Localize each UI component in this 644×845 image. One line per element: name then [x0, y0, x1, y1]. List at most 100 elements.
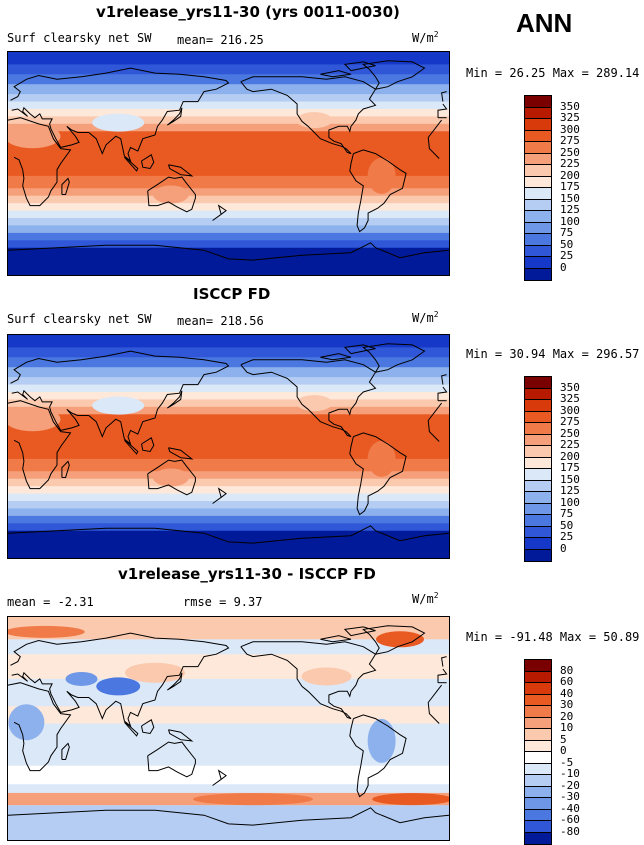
colorbar-level-label: 150: [560, 191, 580, 205]
field-anomaly-patch: [8, 124, 61, 149]
latitude-band: [8, 218, 449, 226]
colorbar-level-label: -80: [560, 824, 580, 838]
field-anomaly-patch: [96, 677, 141, 696]
colorbar-swatch: [525, 176, 551, 188]
latitude-band: [8, 347, 449, 358]
latitude-band: [8, 391, 449, 400]
field-anomaly-patch: [376, 631, 424, 648]
colorbar-swatch: [525, 153, 551, 165]
coastline: [427, 684, 442, 703]
panel-1-map-svg: [8, 52, 449, 275]
colorbar-swatch: [525, 199, 551, 211]
coastline: [8, 400, 72, 490]
colorbar-swatch: [525, 222, 551, 234]
coastline: [349, 149, 407, 233]
latitude-band: [8, 101, 449, 110]
coastline: [141, 437, 155, 453]
coastline: [61, 177, 70, 195]
colorbar-swatch: [525, 130, 551, 142]
colorbar-level-label: 150: [560, 472, 580, 486]
colorbar-level-label: 0: [560, 541, 567, 555]
panel-2-title: ISCCP FD: [193, 285, 271, 303]
panel-3-minmax: Min = -91.48 Max = 50.89: [466, 630, 640, 644]
panel-3-title: v1release_yrs11-30 - ISCCP FD: [118, 565, 376, 583]
latitude-band: [8, 523, 449, 532]
coastline: [441, 374, 447, 385]
colorbar-level-label: 50: [560, 518, 574, 532]
coastline: [166, 107, 183, 126]
colorbar-level-label: 50: [560, 237, 574, 251]
latitude-band: [8, 123, 449, 132]
coastline: [147, 176, 196, 213]
colorbar-swatch: [525, 683, 551, 695]
colorbar-level-label: 60: [560, 675, 574, 688]
latitude-band: [8, 225, 449, 234]
coastline: [141, 154, 155, 170]
colorbar-swatch: [525, 234, 551, 246]
coastline: [240, 359, 377, 438]
colorbar-swatch: [525, 469, 551, 481]
colorbar-swatch: [525, 775, 551, 787]
latitude-band: [8, 805, 449, 840]
colorbar-level-label: 250: [560, 145, 580, 159]
colorbar-level-label: 5: [560, 732, 567, 746]
latitude-band: [8, 384, 449, 393]
coastline: [437, 386, 448, 401]
colorbar-level-label: 350: [560, 380, 580, 394]
coastline: [437, 668, 448, 683]
coastline: [212, 204, 227, 221]
colorbar-swatch: [525, 142, 551, 154]
colorbar-level-label: 125: [560, 484, 580, 497]
coastline: [166, 390, 183, 409]
coastline: [427, 119, 442, 138]
latitude-band: [8, 508, 449, 517]
latitude-band: [8, 240, 449, 249]
coastline: [320, 70, 352, 78]
coastline: [427, 402, 442, 421]
latitude-band: [8, 471, 449, 480]
panel-2-minmax: Min = 30.94 Max = 296.57: [466, 347, 640, 361]
latitude-band: [8, 530, 449, 558]
latitude-band: [8, 175, 449, 189]
coastline: [240, 76, 377, 155]
latitude-band: [8, 210, 449, 219]
panel-2-map-svg: [8, 335, 449, 558]
colorbar-swatch: [525, 538, 551, 550]
coastline: [124, 156, 139, 172]
panel-1-minmax: Min = 26.25 Max = 289.14: [466, 66, 640, 80]
colorbar-level-label: 275: [560, 134, 580, 147]
latitude-band: [8, 617, 449, 640]
colorbar-level-label: 25: [560, 530, 574, 543]
latitude-band: [8, 515, 449, 524]
colorbar-swatch: [525, 503, 551, 515]
coastline: [427, 702, 440, 724]
colorbar-swatch: [525, 480, 551, 492]
coastline: [61, 460, 70, 478]
colorbar-swatch: [525, 786, 551, 798]
field-anomaly-patch: [193, 793, 313, 806]
colorbar-swatch: [525, 526, 551, 538]
panel-2-mean-label: mean= 218.56: [177, 314, 264, 328]
colorbar-level-label: 80: [560, 663, 574, 677]
colorbar-swatch: [525, 763, 551, 775]
latitude-band: [8, 478, 449, 487]
panel-1-colorbar: 350 325 300 275 250 225 200 175 150 125 100 75 50 25 0: [524, 95, 580, 281]
colorbar-level-label: 75: [560, 507, 574, 520]
colorbar-swatch: [525, 423, 551, 435]
coastline: [166, 672, 183, 691]
panel-1-title: v1release_yrs11-30 (yrs 0011-0030): [96, 3, 400, 21]
colorbar-swatch: [525, 107, 551, 119]
colorbar-swatch: [525, 245, 551, 257]
colorbar-level-label: 350: [560, 99, 580, 113]
colorbar-level-label: 40: [560, 686, 574, 700]
colorbar-swatch: [525, 388, 551, 400]
colorbar-level-label: 100: [560, 214, 580, 228]
colorbar-level-label: 175: [560, 180, 580, 193]
colorbar-level-label: -30: [560, 790, 580, 803]
coastline: [168, 447, 194, 460]
panel-1-unit: W/m2: [412, 30, 439, 45]
season-label: ANN: [516, 8, 573, 38]
coastline: [147, 459, 196, 496]
coastline: [240, 641, 377, 720]
field-anomaly-patch: [92, 113, 145, 132]
